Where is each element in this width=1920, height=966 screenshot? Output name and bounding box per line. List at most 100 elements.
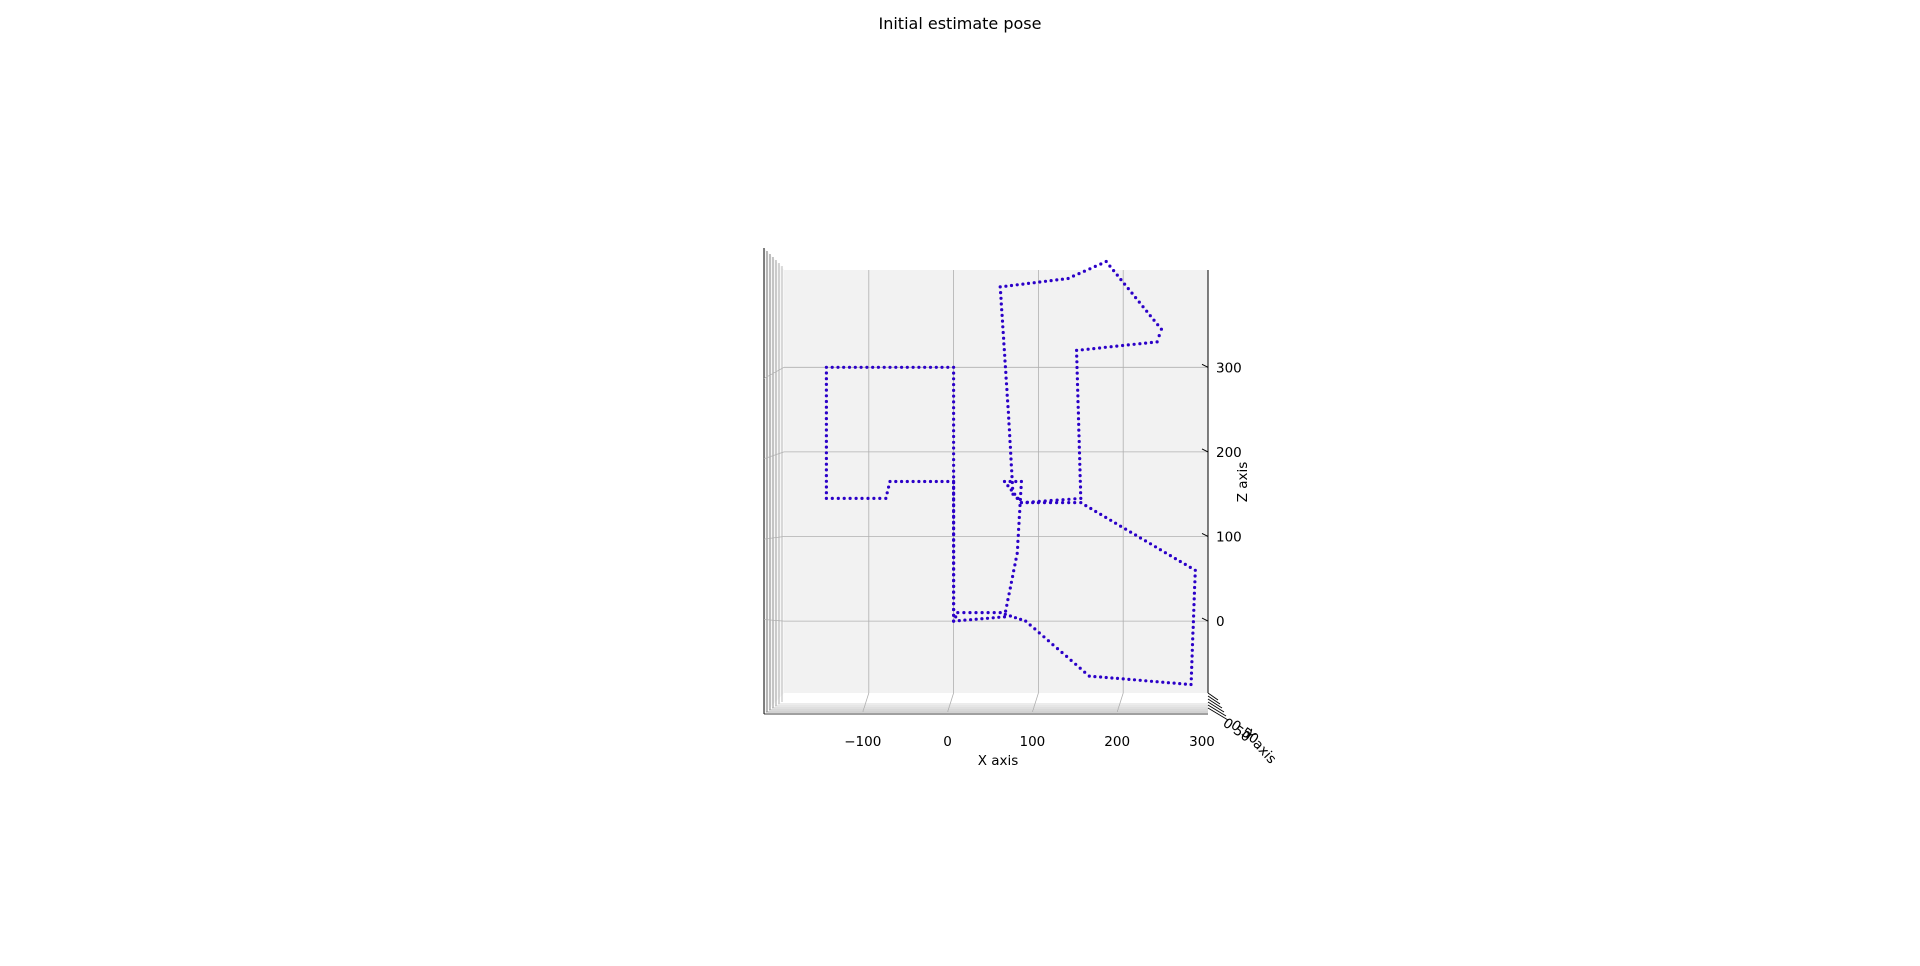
trajectory-point [1076,405,1080,409]
trajectory-point [1005,393,1009,397]
trajectory-point [952,491,956,495]
trajectory-point [1183,562,1187,567]
trajectory-point [911,479,915,484]
x-floor-grid-line [862,692,870,713]
trajectory-point [1006,399,1010,403]
trajectory-point [1002,615,1007,619]
trajectory-point [1152,318,1156,322]
trajectory-point [1026,281,1031,285]
trajectory-point [952,463,956,467]
trajectory-point [1109,345,1113,349]
trajectory-point [952,509,956,513]
trajectory-point [1193,574,1197,578]
trajectory-point [1078,474,1082,478]
trajectory-point [952,485,956,489]
trajectory-point [824,417,829,421]
x-tick-label: 0 [943,734,952,750]
trajectory-point [824,451,829,455]
trajectory-point [952,596,956,600]
trajectory-point [1119,524,1123,528]
trajectory-point [1114,521,1118,525]
trajectory-point [836,365,840,369]
trajectory-point [957,619,961,623]
trajectory-point [1004,284,1008,288]
trajectory-point [824,399,829,404]
x-tick-label: 200 [1104,734,1130,750]
trajectory-point [1065,654,1069,659]
trajectory-point [1086,347,1090,351]
x-ticks: −100 0 100 200 300 [844,734,1215,750]
trajectory-point [1076,388,1080,392]
trajectory-point [1067,497,1071,501]
trajectory-point [952,411,956,415]
trajectory-point [1088,267,1092,271]
trajectory-point [1010,480,1014,485]
trajectory-point [1192,597,1196,601]
trajectory-point [1078,479,1082,483]
trajectory-point [934,479,938,484]
side-pane-edges [763,248,783,714]
trajectory-point [1019,617,1023,622]
trajectory-point [954,615,958,619]
trajectory-point [882,365,886,369]
trajectory-point [1018,497,1023,502]
trajectory-point [1000,319,1005,323]
x-tick-label: −100 [844,734,881,750]
trajectory-point [1099,512,1103,517]
floor-edges [764,703,1208,715]
trajectory-point [952,555,956,559]
trajectory-point [1013,616,1018,620]
trajectory-point [885,491,889,495]
trajectory-point [952,383,956,387]
trajectory-point [1127,677,1131,682]
trajectory-point [1193,585,1197,590]
trajectory-point [1048,501,1053,505]
trajectory-point [1010,475,1014,479]
trajectory-point [1168,554,1172,558]
trajectory-point [1073,497,1077,501]
trajectory-point [1016,539,1020,544]
trajectory-point [1112,269,1116,273]
trajectory-point [1051,643,1055,647]
trajectory-point [824,394,829,398]
trajectory-point [1078,485,1083,489]
trajectory-point [888,365,892,369]
trajectory-point [1148,542,1153,546]
trajectory-point [824,445,829,449]
trajectory-point [1038,280,1042,284]
trajectory-point [824,456,829,461]
trajectory-point [952,400,956,404]
trajectory-point [1075,360,1079,364]
trajectory-point [824,479,829,483]
trajectory-point [952,377,956,381]
trajectory-point [824,411,829,415]
trajectory-point [1190,648,1194,652]
trajectory-point [1079,496,1083,500]
trajectory-point [999,296,1003,300]
trajectory-point [1074,662,1078,666]
trajectory-point [1126,287,1130,291]
trajectory-point [1076,417,1081,421]
trajectory-point [1155,680,1159,684]
trajectory-point [1129,530,1133,534]
trajectory-point [1009,463,1013,467]
trajectory-point [1094,509,1098,514]
trajectory-point [1061,501,1065,505]
trajectory-point [1130,291,1134,295]
trajectory-point [952,446,956,450]
z-side-grid-line [763,536,785,540]
trajectory-point [1001,330,1005,335]
trajectory-point [1055,278,1059,282]
side-grid-lines [763,366,785,622]
trajectory-point [1014,557,1018,561]
trajectory-point [1007,422,1011,426]
trajectory-point [1024,619,1028,623]
trajectory-point [1093,264,1097,268]
trajectory-point [952,619,956,623]
trajectory-point [1183,682,1187,686]
z-axis-label: Z axis [1235,462,1251,503]
trajectory-point [1049,279,1053,283]
trajectory-point [934,365,938,369]
trajectory-point [1104,675,1108,680]
trajectory-point [952,423,956,427]
